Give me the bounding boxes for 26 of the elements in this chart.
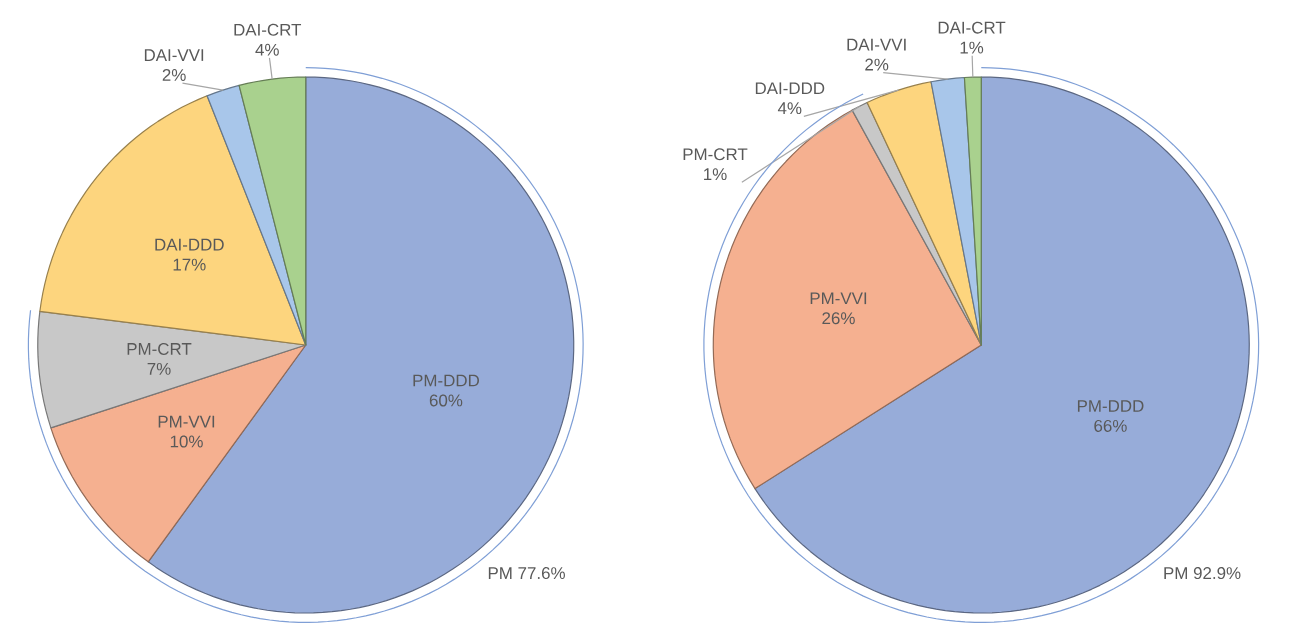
slice-label: DAI-VVI xyxy=(144,49,204,61)
slice-label: DAI-CRT xyxy=(234,23,302,36)
data-label: 2% xyxy=(865,58,889,71)
slice-label: PM-DDD xyxy=(1077,400,1144,412)
slice-label: PM-DDD xyxy=(413,374,479,387)
slice-label: PM-CRT xyxy=(127,342,192,355)
slice-label: DAI-DDD xyxy=(755,82,825,95)
slice-label: PM-VVI xyxy=(158,415,215,428)
data-label: 66% xyxy=(1094,419,1127,432)
data-label: 60% xyxy=(429,394,463,407)
slice-label: DAI-DDD xyxy=(155,238,224,251)
data-label: 4% xyxy=(255,43,279,56)
data-label: 7% xyxy=(147,362,171,375)
text: PM 92.9% xyxy=(1164,567,1241,580)
data-label: 17% xyxy=(173,258,206,271)
data-label: 10% xyxy=(170,435,203,448)
data-label: 4% xyxy=(777,102,802,115)
data-label: 26% xyxy=(822,312,855,325)
data-label: 2% xyxy=(162,68,186,81)
slice-label: PM-VVI xyxy=(810,292,867,305)
data-label: 1% xyxy=(960,41,984,54)
slice-label: DAI-CRT xyxy=(938,21,1006,34)
slice-label: DAI-VVI xyxy=(847,38,906,51)
slice-label: PM-CRT xyxy=(683,148,748,161)
data-label: 1% xyxy=(704,168,727,181)
text: PM 77.6% xyxy=(488,567,565,580)
